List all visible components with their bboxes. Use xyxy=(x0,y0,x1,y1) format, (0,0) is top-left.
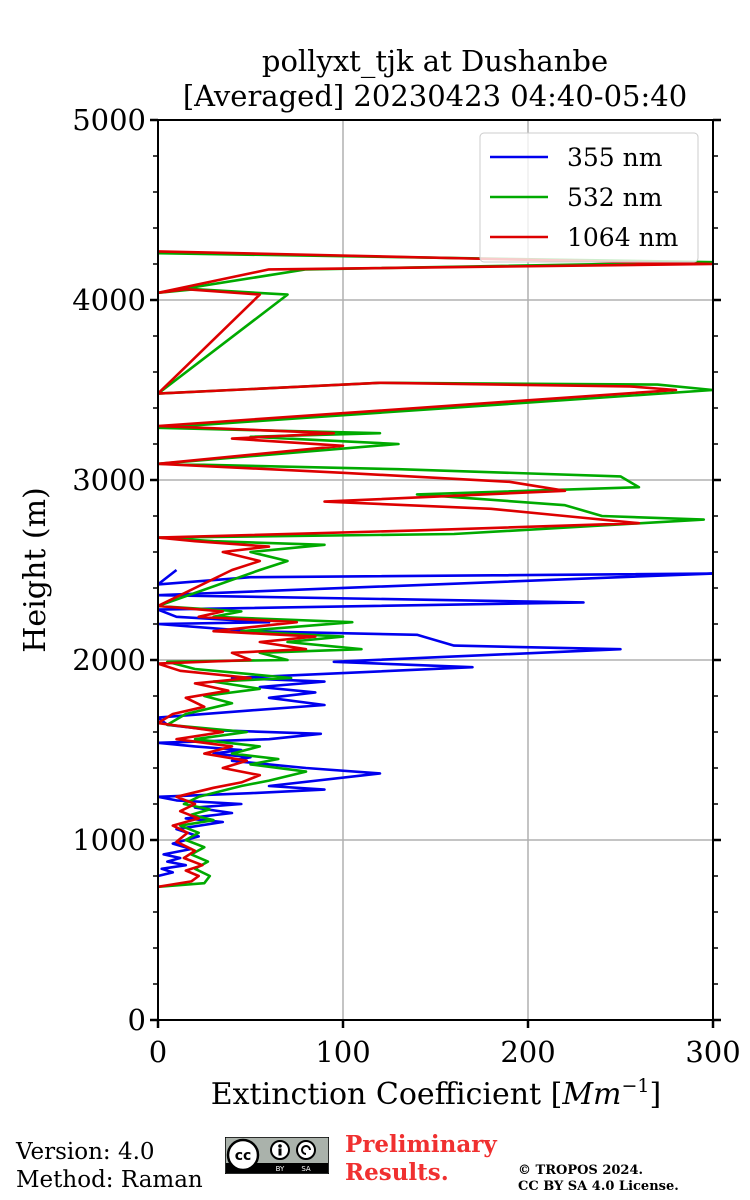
legend-label-532-nm: 532 nm xyxy=(567,183,663,212)
series-lines xyxy=(158,250,713,889)
chart-title-line1: pollyxt_tjk at Dushanbe xyxy=(262,44,608,79)
y-tick-label: 3000 xyxy=(72,463,146,497)
x-tick-label: 100 xyxy=(315,1035,370,1069)
x-tick-label: 200 xyxy=(500,1035,555,1069)
license-text: CC BY SA 4.0 License. xyxy=(518,1179,679,1194)
y-tick-label: 0 xyxy=(128,1003,146,1037)
copyright-notice: © TROPOS 2024. CC BY SA 4.0 License. xyxy=(518,1163,679,1195)
cc-license-icon: cc BY SA xyxy=(225,1137,329,1174)
x-tick-label: 0 xyxy=(149,1035,167,1069)
y-tick-label: 5000 xyxy=(72,103,146,137)
plot-frame xyxy=(157,119,714,1021)
extinction-chart: 0 1000 2000 3000 4000 5000 0 100 200 300 pollyxt_… xyxy=(18,44,741,1112)
legend-label-355-nm: 355 nm xyxy=(567,143,663,172)
chart-title-line2: [Averaged] 20230423 04:40-05:40 xyxy=(183,79,687,113)
version-text: Version: 4.0 xyxy=(16,1139,155,1165)
axis-ticks: 0 1000 2000 3000 4000 5000 0 100 200 300 xyxy=(72,103,740,1069)
legend: 355 nm 532 nm 1064 nm xyxy=(479,132,699,263)
method-text: Method: Raman xyxy=(16,1167,203,1193)
x-tick-label: 300 xyxy=(685,1035,740,1069)
svg-text:SA: SA xyxy=(301,1165,311,1173)
svg-text:BY: BY xyxy=(276,1165,285,1173)
series-line-1064-nm xyxy=(158,250,713,889)
version-info: Version: 4.0 Method: Raman xyxy=(16,1138,203,1194)
preliminary-line2: Results. xyxy=(345,1159,449,1186)
y-tick-label: 2000 xyxy=(72,643,146,677)
preliminary-line1: Preliminary xyxy=(345,1131,497,1158)
y-axis-label: Height (m) xyxy=(18,487,53,652)
x-axis-label: Extinction Coefficient [Mm−1] xyxy=(211,1075,662,1112)
series-line-355-nm xyxy=(158,568,713,878)
y-tick-label: 4000 xyxy=(72,283,146,317)
y-tick-label: 1000 xyxy=(72,823,146,857)
preliminary-notice: Preliminary Results. xyxy=(345,1131,497,1187)
legend-label-1064-nm: 1064 nm xyxy=(567,223,679,252)
legend-box xyxy=(479,132,699,263)
series-line-532-nm xyxy=(158,251,713,889)
copyright-text: © TROPOS 2024. xyxy=(518,1163,644,1178)
svg-text:cc: cc xyxy=(235,1148,252,1164)
